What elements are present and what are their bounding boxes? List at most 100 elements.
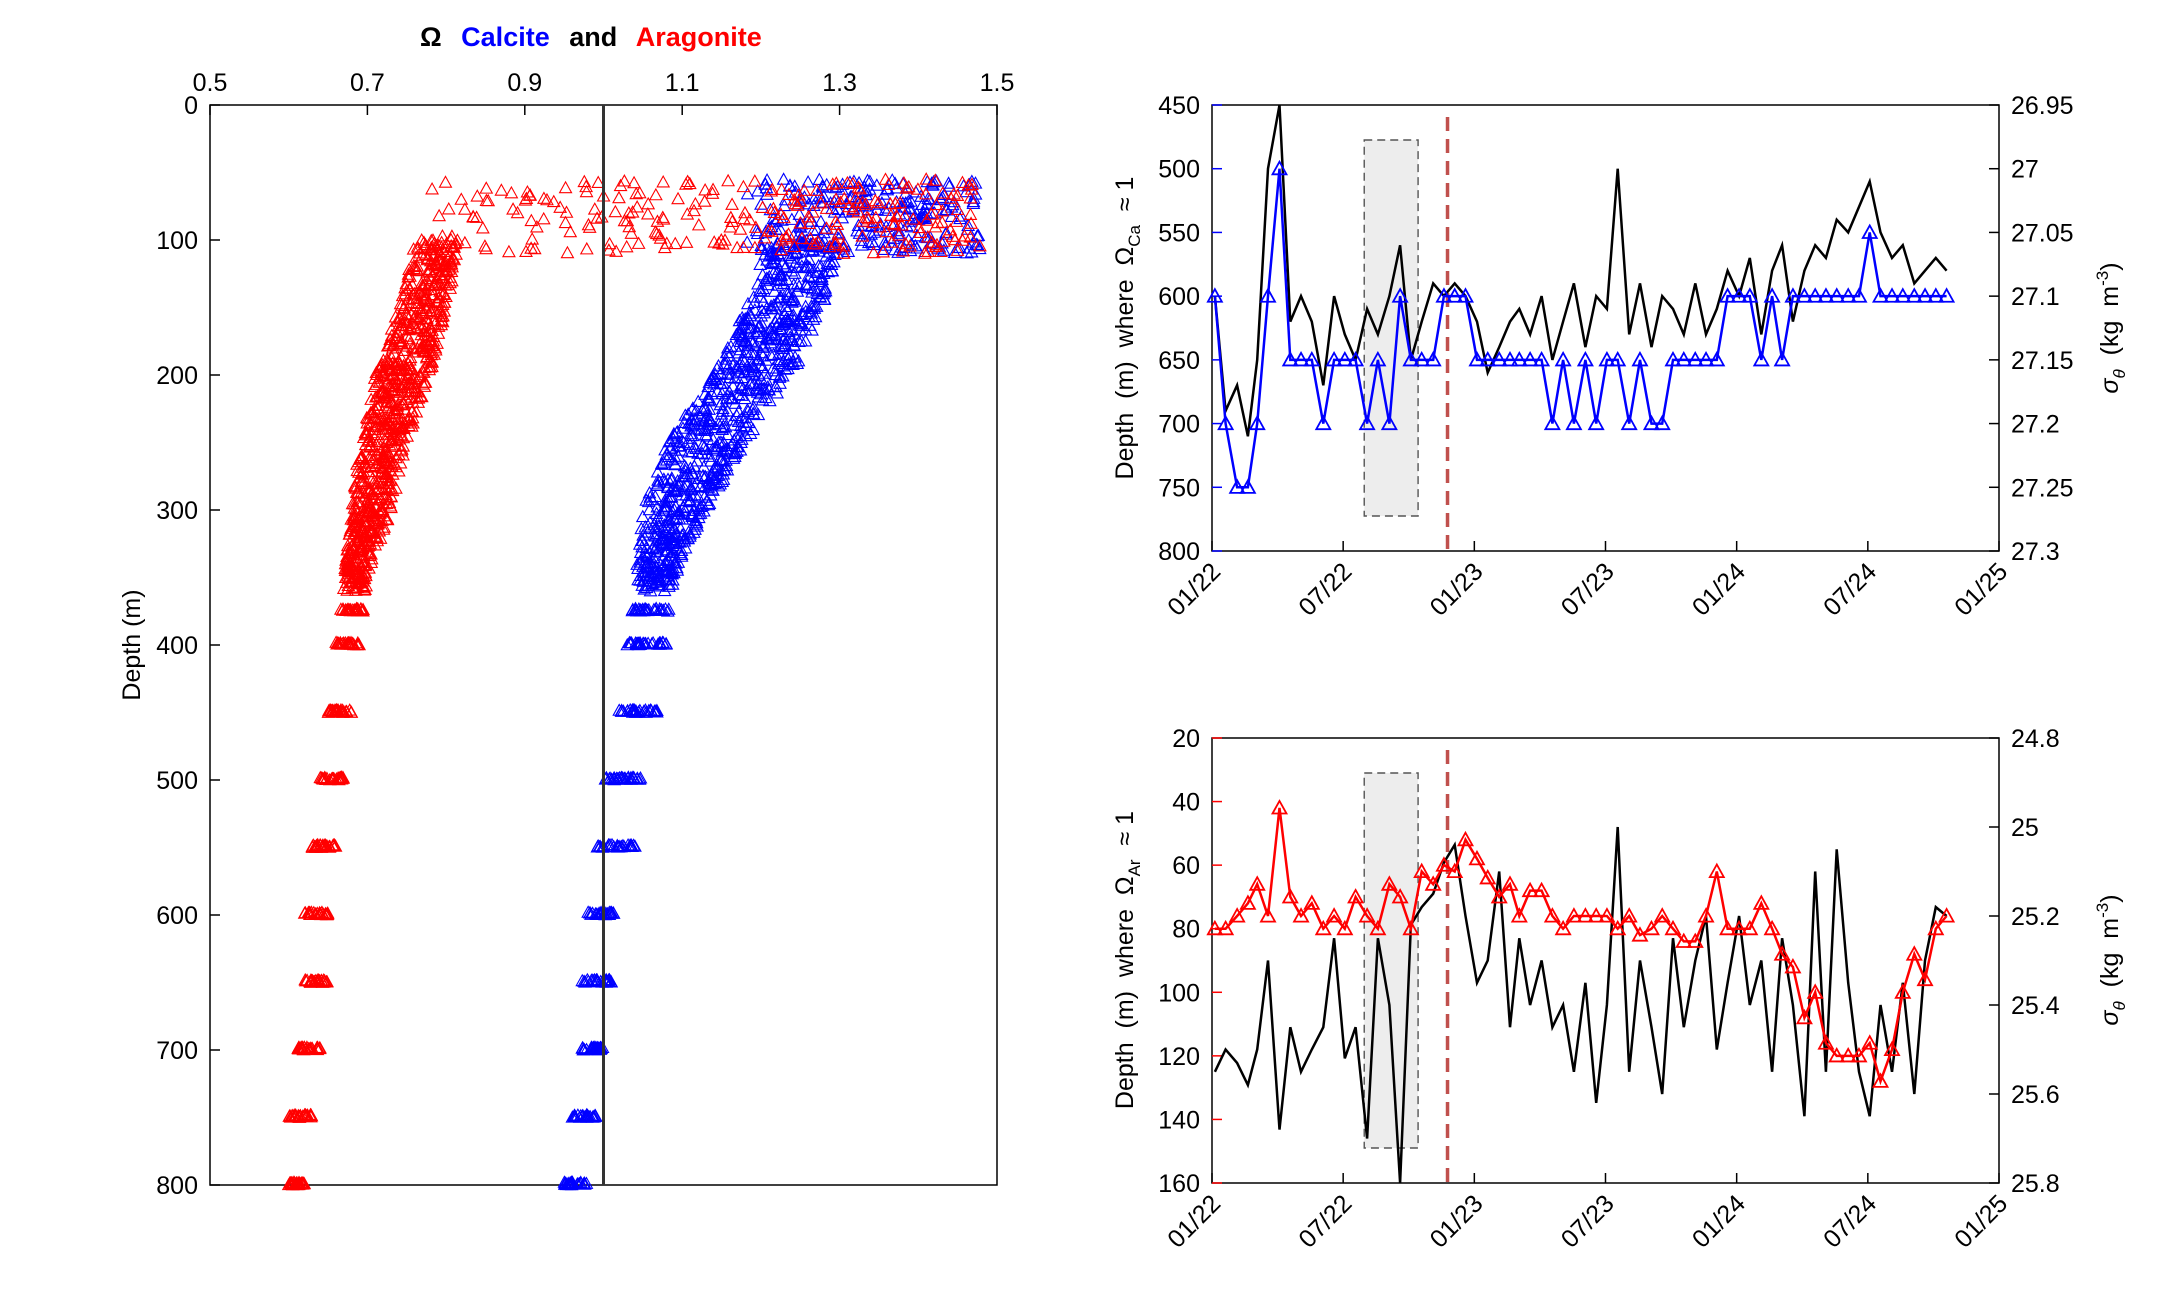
scatter-point-aragonite: [687, 203, 701, 217]
calcite-depth-marker: [1817, 287, 1835, 303]
scatter-point-aragonite: [422, 359, 437, 373]
scatter-point-aragonite: [930, 237, 944, 251]
scatter-point-calcite: [643, 583, 658, 597]
scatter-point-calcite: [736, 352, 751, 366]
scatter-point-aragonite: [419, 350, 434, 364]
calcite-depth-marker: [1708, 351, 1726, 367]
scatter-point-calcite: [691, 446, 706, 459]
scatter-point-aragonite: [525, 232, 540, 245]
scatter-point-calcite: [916, 205, 931, 219]
scatter-point-aragonite: [370, 374, 385, 387]
scatter-point-calcite: [754, 371, 768, 385]
scatter-point-aragonite: [902, 239, 917, 252]
scatter-point-calcite: [636, 528, 651, 541]
scatter-point-aragonite: [399, 318, 413, 331]
scatter-point-aragonite: [346, 508, 361, 522]
calcite-depth-marker: [1510, 351, 1528, 367]
scatter-point-calcite: [798, 334, 813, 347]
scatter-point-aragonite: [333, 770, 348, 783]
aragonite-left-tick-label: 20: [1172, 725, 1200, 753]
scatter-point-aragonite: [424, 240, 439, 253]
scatter-point-aragonite: [407, 261, 421, 274]
aragonite-depth-marker: [1664, 919, 1682, 936]
calcite-density-line: [1213, 104, 1948, 437]
aragonite-depth-marker: [1828, 1047, 1846, 1063]
scatter-point-calcite: [762, 248, 777, 262]
left-y-tick-label: 700: [156, 1037, 198, 1065]
scatter-point-aragonite: [381, 473, 396, 487]
scatter-point-calcite: [777, 336, 792, 350]
scatter-point-aragonite: [855, 214, 870, 227]
scatter-point-aragonite: [788, 196, 803, 210]
scatter-point-calcite: [723, 339, 738, 352]
scatter-point-aragonite: [397, 421, 411, 434]
scatter-point-calcite: [726, 451, 741, 464]
scatter-point-calcite: [720, 341, 735, 354]
scatter-point-calcite: [664, 490, 679, 503]
aragonite-left-tick-label: 60: [1172, 852, 1200, 880]
scatter-point-calcite: [649, 705, 664, 718]
scatter-point-calcite: [642, 502, 657, 516]
scatter-point-calcite: [764, 255, 779, 268]
calcite-depth-marker: [1413, 351, 1431, 367]
scatter-point-calcite: [688, 412, 703, 425]
scatter-point-calcite: [617, 771, 632, 785]
scatter-point-calcite: [645, 492, 659, 506]
scatter-point-aragonite: [883, 208, 898, 221]
scatter-point-aragonite: [422, 264, 437, 277]
title-and: and: [569, 22, 617, 52]
scatter-point-calcite: [683, 437, 697, 450]
scatter-point-aragonite: [351, 554, 366, 568]
left-x-tick-label: 1.1: [665, 69, 700, 97]
scatter-point-calcite: [644, 636, 659, 650]
scatter-point-aragonite: [655, 210, 670, 223]
scatter-point-calcite: [698, 423, 713, 436]
scatter-point-aragonite: [866, 245, 881, 259]
scatter-point-calcite: [717, 443, 731, 457]
scatter-point-calcite: [723, 366, 738, 379]
scatter-point-calcite: [577, 1042, 592, 1056]
scatter-point-calcite: [630, 557, 645, 570]
scatter-point-aragonite: [602, 236, 617, 250]
scatter-point-aragonite: [390, 399, 405, 412]
scatter-point-calcite: [754, 329, 769, 343]
scatter-point-aragonite: [413, 320, 428, 333]
scatter-point-aragonite: [936, 234, 951, 247]
scatter-point-calcite: [632, 603, 647, 616]
scatter-point-aragonite: [402, 353, 417, 366]
calcite-depth-marker: [1380, 414, 1398, 431]
scatter-point-calcite: [705, 467, 719, 480]
aragonite-right-tick-label: 25: [2011, 814, 2039, 842]
scatter-point-aragonite: [378, 410, 393, 424]
scatter-point-calcite: [714, 452, 729, 465]
scatter-point-aragonite: [736, 179, 751, 193]
scatter-point-calcite: [884, 217, 899, 230]
scatter-point-aragonite: [819, 221, 834, 234]
aragonite-depth-marker: [1576, 907, 1594, 923]
aragonite-depth-marker: [1927, 919, 1945, 936]
scatter-point-aragonite: [706, 182, 720, 195]
aragonite-depth-marker: [1424, 875, 1442, 891]
scatter-point-calcite: [678, 408, 693, 421]
scatter-point-calcite: [960, 222, 975, 235]
aragonite-depth-marker: [1861, 1034, 1879, 1050]
scatter-point-aragonite: [738, 205, 752, 219]
scatter-point-aragonite: [828, 214, 843, 228]
scatter-point-calcite: [654, 602, 669, 616]
scatter-point-aragonite: [659, 236, 674, 249]
calcite-shaded-period: [1363, 139, 1419, 517]
scatter-point-aragonite: [374, 357, 389, 370]
scatter-point-aragonite: [340, 549, 355, 562]
aragonite-depth-marker: [1358, 907, 1376, 923]
scatter-point-calcite: [807, 301, 822, 314]
left-x-tick-label: 1.5: [980, 69, 1015, 97]
scatter-point-aragonite: [879, 224, 894, 238]
scatter-point-calcite: [701, 480, 716, 493]
scatter-point-calcite: [704, 373, 719, 386]
aragonite-depth-marker: [1741, 919, 1759, 936]
aragonite-depth-marker: [1521, 881, 1539, 898]
scatter-point-aragonite: [368, 402, 382, 416]
scatter-point-aragonite: [577, 174, 592, 188]
scatter-point-aragonite: [369, 419, 383, 433]
scatter-point-aragonite: [457, 202, 472, 215]
